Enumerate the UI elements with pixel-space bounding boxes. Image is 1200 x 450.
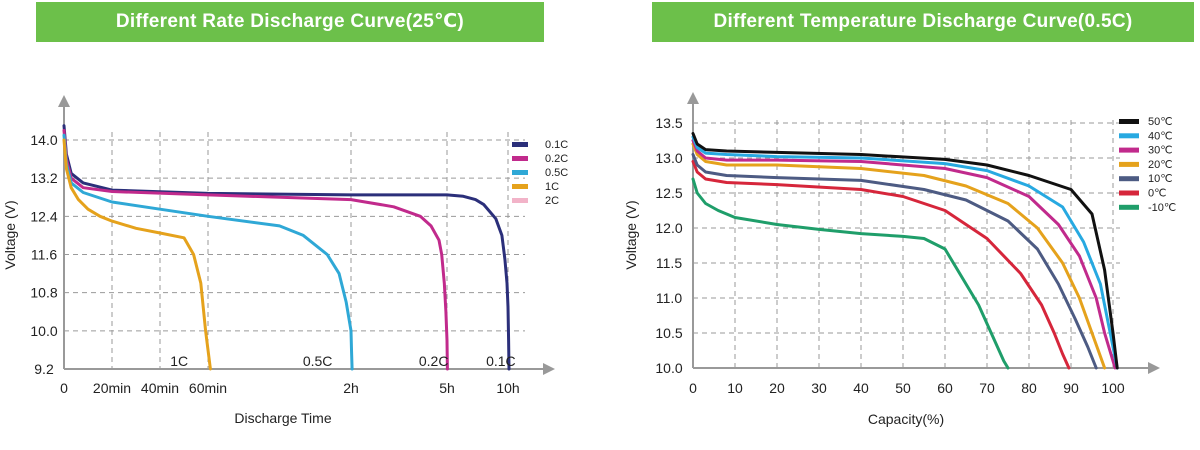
y-tick-label: 9.2 (34, 361, 54, 377)
x-axis-arrow (1148, 362, 1160, 374)
series-line-0.1C (62, 124, 511, 371)
left-chart-title: Different Rate Discharge Curve(25℃) (36, 2, 544, 42)
x-tick-label: 10 (727, 380, 743, 396)
legend-swatch (1119, 147, 1139, 153)
y-tick-label: 13.2 (30, 170, 57, 186)
x-tick-label: 10h (496, 380, 519, 396)
x-tick-label: 2h (343, 380, 359, 396)
curve-annotation: 0.2C (419, 353, 449, 369)
y-tick-label: 13.0 (655, 150, 682, 166)
legend-label: 0.1C (545, 139, 568, 151)
y-tick-label: 10.0 (655, 360, 682, 376)
series-line--10℃ (691, 177, 1010, 370)
legend-label: 50℃ (1148, 116, 1173, 128)
y-axis-title: Voltage (V) (623, 200, 639, 269)
x-tick-label: 20min (93, 380, 131, 396)
y-tick-label: 10.0 (30, 323, 57, 339)
y-tick-label: 10.5 (655, 325, 682, 341)
right-chart-title: Different Temperature Discharge Curve(0.… (652, 2, 1194, 42)
legend-label: 0.5C (545, 167, 568, 179)
x-tick-label: 40min (141, 380, 179, 396)
legend-label: 0.2C (545, 153, 568, 165)
legend-swatch (1119, 119, 1139, 124)
series-line-0.2C (62, 129, 449, 371)
legend-swatch (1119, 161, 1139, 167)
series-line-0℃ (691, 160, 1071, 370)
x-tick-label: 80 (1021, 380, 1037, 396)
legend-swatch (512, 198, 528, 203)
legend-label: 0℃ (1148, 188, 1166, 200)
curve-annotation: 1C (170, 353, 188, 369)
y-tick-label: 11.0 (656, 290, 682, 306)
curve-annotation: 0.1C (486, 353, 516, 369)
series-line-0.5C (62, 133, 354, 371)
x-axis-title: Discharge Time (234, 410, 331, 426)
curve-annotation: 0.5C (303, 353, 333, 369)
legend-swatch (512, 170, 528, 175)
x-tick-label: 40 (853, 380, 869, 396)
x-tick-label: 0 (60, 380, 68, 396)
y-tick-label: 12.5 (655, 185, 682, 201)
legend-label: -10℃ (1148, 202, 1176, 214)
series-line-50℃ (691, 132, 1119, 370)
legend-swatch (512, 142, 528, 147)
legend-swatch (1119, 176, 1139, 182)
y-tick-label: 12.0 (655, 220, 682, 236)
legend-swatch (512, 184, 528, 189)
legend-label: 20℃ (1148, 159, 1173, 171)
legend-label: 10℃ (1148, 173, 1173, 185)
x-tick-label: 70 (979, 380, 995, 396)
y-tick-label: 13.5 (655, 115, 682, 131)
legend-swatch (1119, 133, 1139, 139)
x-tick-label: 60 (937, 380, 953, 396)
y-axis-arrow (58, 95, 70, 107)
x-tick-label: 60min (189, 380, 227, 396)
y-tick-label: 11.5 (656, 255, 682, 271)
y-tick-label: 14.0 (30, 132, 57, 148)
x-axis-title: Capacity(%) (868, 411, 944, 427)
x-tick-label: 30 (811, 380, 827, 396)
y-tick-label: 10.8 (30, 285, 57, 301)
x-tick-label: 0 (689, 380, 697, 396)
series-line-40℃ (691, 135, 1119, 370)
series-line-1C (62, 138, 212, 371)
x-axis-arrow (543, 363, 555, 375)
legend-swatch (1119, 204, 1139, 210)
x-tick-label: 50 (895, 380, 911, 396)
legend-label: 1C (545, 181, 559, 193)
x-tick-label: 5h (439, 380, 455, 396)
series-line-10℃ (691, 153, 1098, 370)
legend-label: 30℃ (1148, 145, 1173, 157)
y-axis-title: Voltage (V) (2, 200, 18, 269)
y-tick-label: 11.6 (31, 247, 57, 263)
legend-swatch (1119, 190, 1139, 196)
y-axis-arrow (687, 92, 699, 104)
legend-label: 2C (545, 195, 559, 207)
series-line-20℃ (691, 142, 1107, 370)
x-tick-label: 100 (1101, 380, 1125, 396)
series-line-30℃ (691, 139, 1117, 370)
legend-swatch (512, 156, 528, 161)
y-tick-label: 12.4 (30, 208, 57, 224)
x-tick-label: 90 (1063, 380, 1079, 396)
legend-label: 40℃ (1148, 130, 1173, 142)
x-tick-label: 20 (769, 380, 785, 396)
